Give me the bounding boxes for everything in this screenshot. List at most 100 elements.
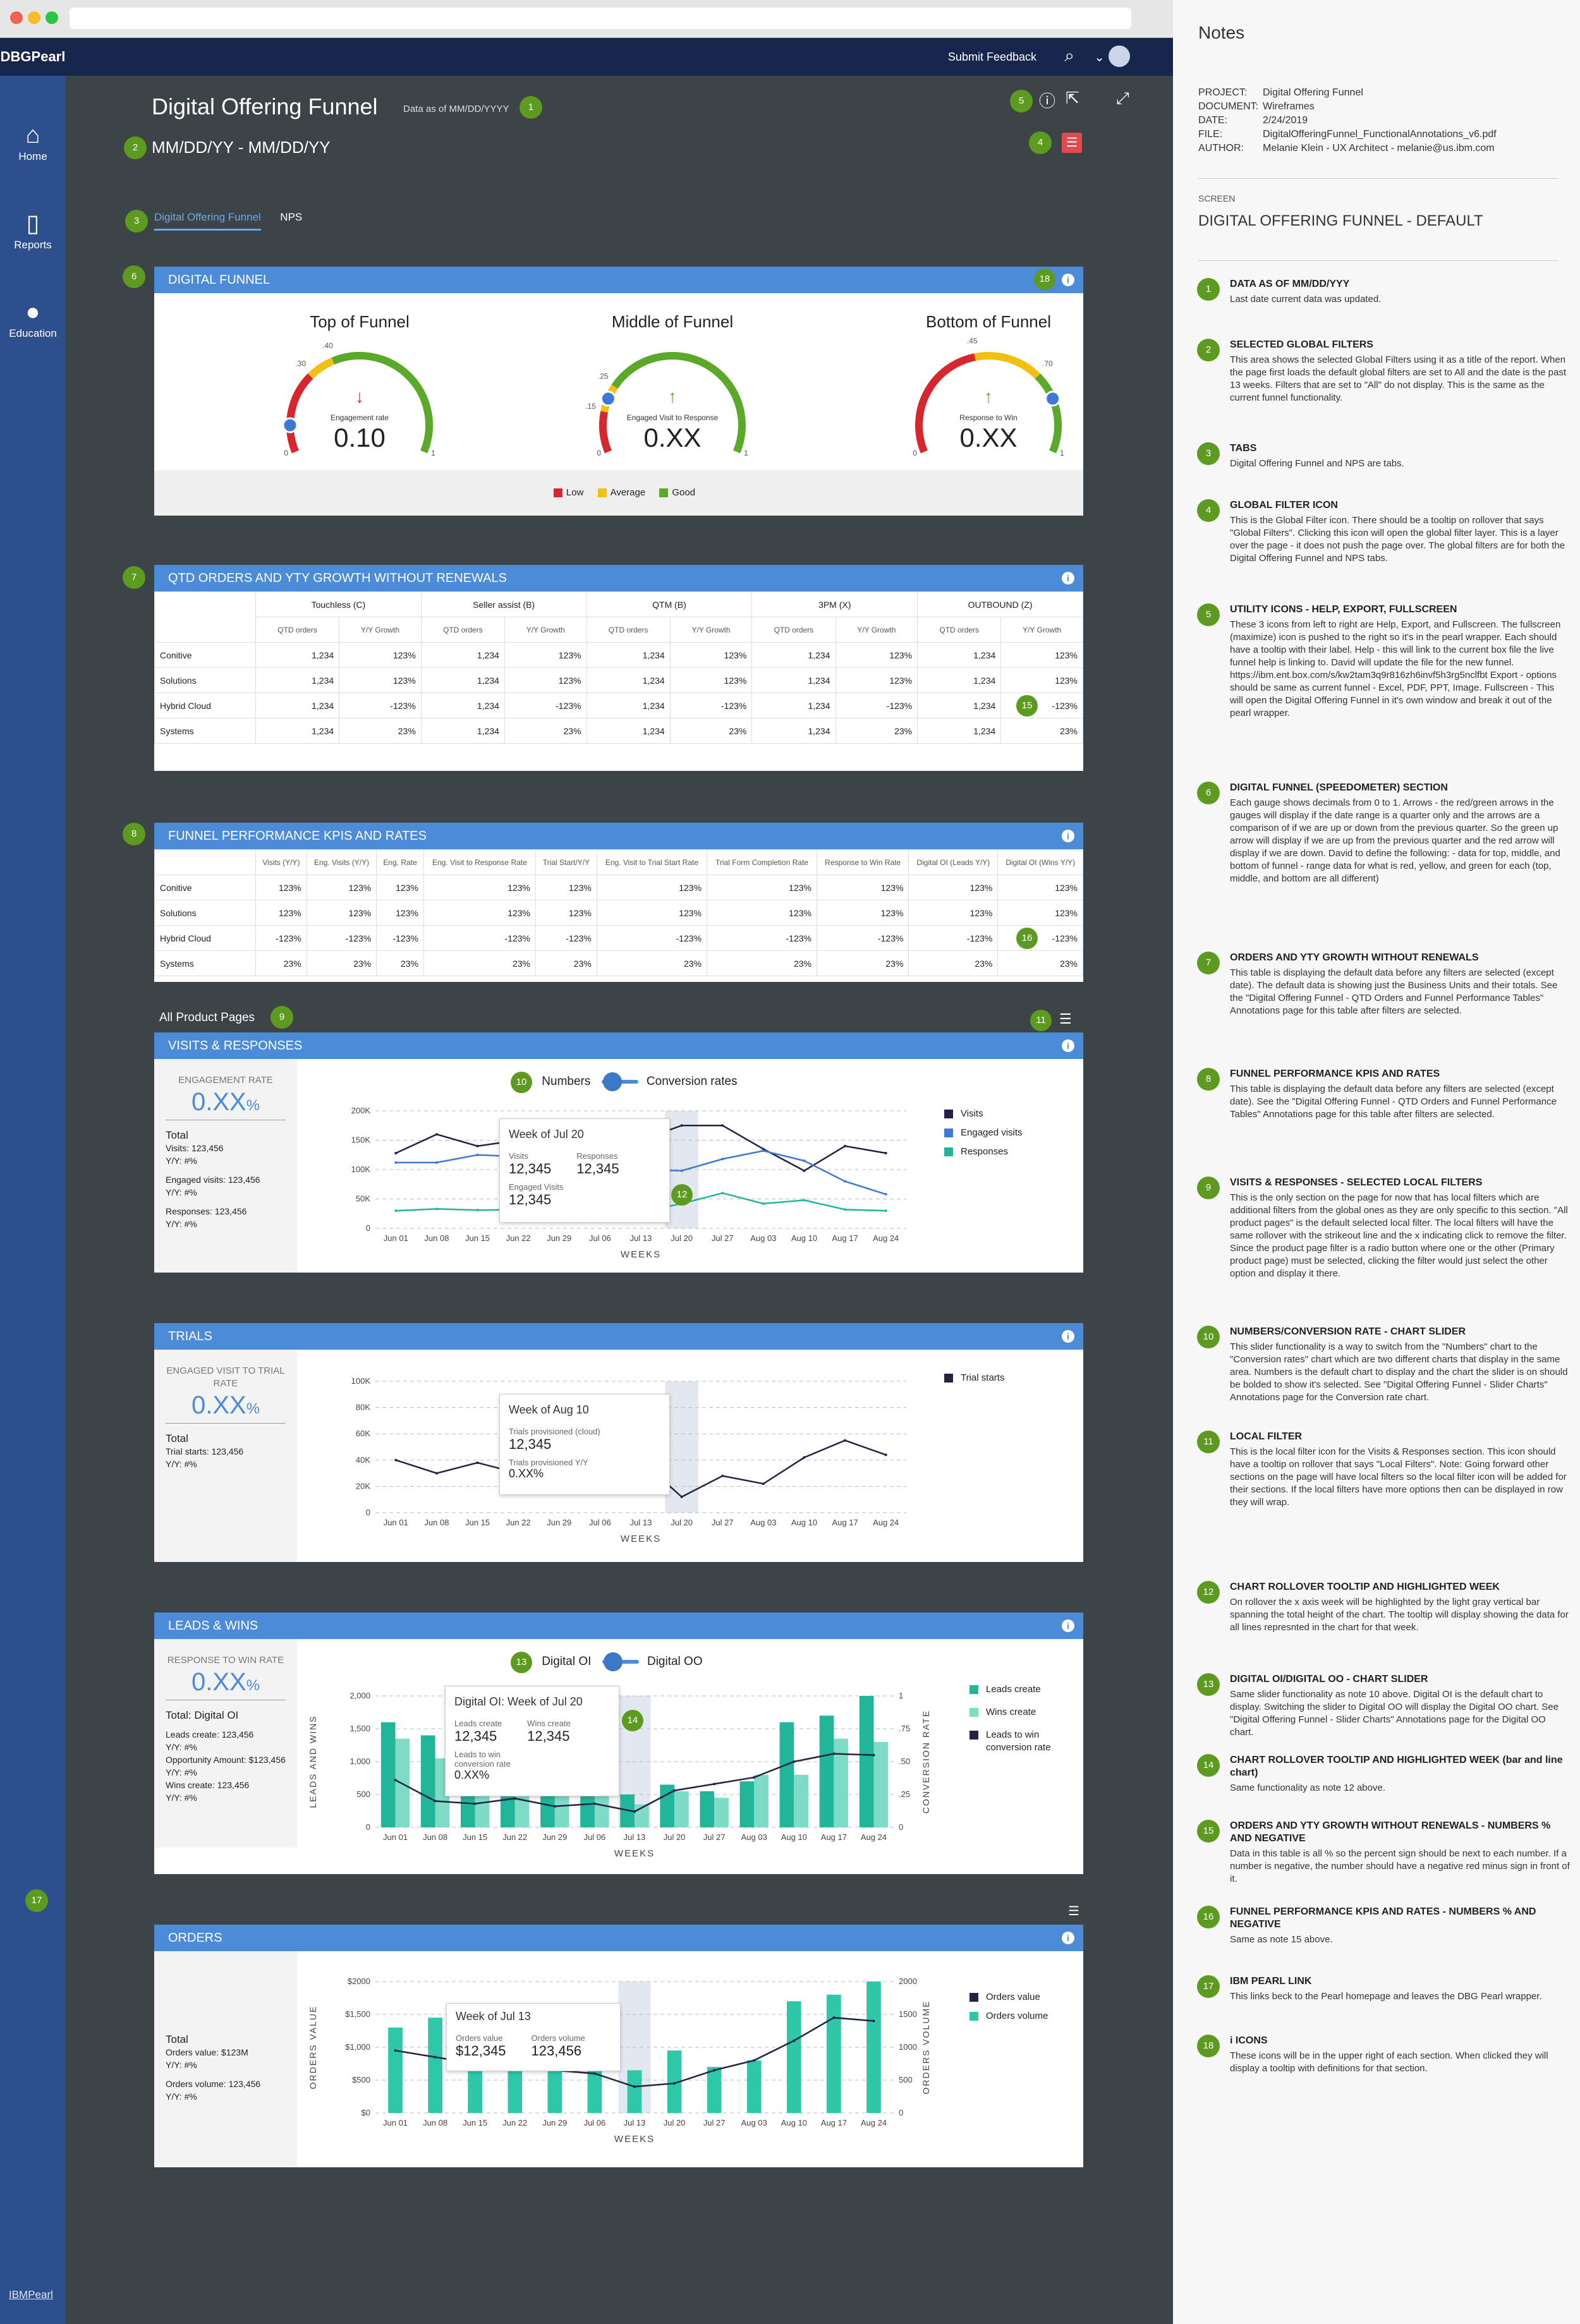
avatar[interactable] [1109,45,1130,67]
export-icon[interactable]: ⇱ [1066,88,1079,107]
leads-wins-bar-chart[interactable]: 0 500 1,000 1,500 2,000 0 .25 .50 .75 1 Jun 01 Jun … [306,1683,938,1873]
minimize-window-icon[interactable] [28,11,40,24]
table-cell: 23% [535,950,597,976]
local-filter-icon[interactable]: ☰ [1068,1904,1079,1918]
search-icon[interactable]: ⌕ [1064,45,1074,65]
x-tick-label: Jun 08 [424,1233,449,1243]
table-cell: 123% [423,875,537,900]
column-header: Response to Win Rate [816,849,909,875]
info-icon[interactable]: i [1062,1039,1074,1052]
table-cell: 1,234 [917,642,1002,668]
x-tick-label: Jun 01 [383,1832,408,1842]
gauge-min-label: 0 [284,449,288,457]
data-point [753,1776,756,1779]
annotation-badge: 7 [123,566,145,589]
ibm-pearl-link[interactable]: IBMPearl [9,2289,53,2301]
bar [627,2070,642,2113]
tooltip-key: Trials provisioned (cloud) [509,1427,600,1436]
data-point [394,1151,398,1154]
y-tick-label: 200K [351,1106,371,1115]
fullscreen-icon[interactable]: ⤢ [1116,88,1129,107]
x-tick-label: Aug 10 [791,1233,817,1243]
table-cell: 123% [835,667,918,693]
x-tick-label: Jun 29 [542,1832,567,1842]
bar [834,1738,849,1827]
table-cell: 1,234 [255,693,340,718]
maximize-window-icon[interactable] [46,11,58,24]
close-window-icon[interactable] [10,11,23,24]
chevron-down-icon[interactable]: ⌄ [1094,51,1105,64]
gauge-value: 0.XX [643,423,701,452]
submit-feedback-link[interactable]: Submit Feedback [947,51,1036,63]
nav-item-education[interactable]: ● Education [0,297,66,340]
table-cell: 1,234 [586,667,671,693]
table-cell: 1,234 [586,693,671,718]
info-icon[interactable]: i [1062,274,1074,286]
card-line: Trial starts: 123,456 [166,1446,244,1456]
x-tick-label: Jun 01 [384,1233,408,1243]
data-point [513,1797,516,1800]
info-icon[interactable]: i [1062,1330,1074,1343]
x-tick-label: Jun 08 [424,1518,449,1527]
column-subheader: QTD orders [586,617,671,643]
card-line: Y/Y: #% [166,1187,197,1197]
digital-oi-oo-toggle[interactable]: 13 Digital OI Digital OO [511,1652,703,1673]
column-header: Eng. Visit to Trial Start Rate [596,849,708,875]
tab-nps[interactable]: NPS [280,211,303,223]
x-tick-label: Jul 06 [584,1832,606,1842]
orders-bar-chart[interactable]: $0 $500 $1,000 $1,500 $2000 0 500 1000 1500 2000 J… [306,1969,938,2158]
local-filter-icon[interactable]: ☰ [1059,1011,1072,1027]
note-item: 5 UTILITY ICONS - HELP, EXPORT, FULLSCREE… [1197,603,1570,720]
global-filter-icon[interactable]: ☰ [1062,133,1082,153]
table-cell: 1,234 [751,693,836,718]
info-icon[interactable]: i [1062,1932,1074,1944]
info-icon[interactable]: i [1062,1619,1074,1632]
numbers-conversion-toggle[interactable]: 10 Numbers Conversion rates [511,1072,738,1093]
data-point [434,2055,437,2059]
brand-logo[interactable]: DBGPearl [0,38,66,76]
card-line: Leads create: 123,456 [166,1729,254,1740]
legend-item: Orders value [969,1988,1048,2007]
data-point [884,1453,887,1456]
gauge-threshold-label: .25 [598,372,609,381]
x-tick-label: Jul 27 [703,1832,726,1842]
note-number: 13 [1197,1673,1220,1696]
tooltip-title: Digital OI: Week of Jul 20 [454,1695,583,1708]
nav-item-home[interactable]: ⌂ Home [0,120,66,163]
bar [819,1716,834,1827]
toggle-knob[interactable] [600,1652,639,1671]
trials-line-chart[interactable]: 0 20K 40K 60K 80K 100K Jun 01 Jun 08 Jun 15 Jun 2… [325,1369,919,1552]
annotation-badge: 10 [511,1072,532,1093]
data-point [713,1782,716,1786]
annotation-badge: 9 [270,1006,293,1029]
local-filter-chip[interactable]: All Product Pages [159,1011,255,1024]
trials-panel: TRIALS i ENGAGED VISIT TO TRIAL RATE 0.X… [154,1323,1083,1562]
info-icon[interactable]: i [1062,830,1074,842]
nav-label: Reports [14,239,52,251]
section-header: LEADS & WINS i [154,1613,1083,1639]
address-bar[interactable] [70,8,1131,29]
card-line: Y/Y: #% [166,2091,197,2102]
nav-item-reports[interactable]: ▯ Reports [0,209,66,251]
gauge-min-label: 0 [597,449,601,457]
x-tick-label: Jun 01 [383,2118,408,2127]
annotation-badge: 15 [1016,695,1038,717]
gauge-title: Bottom of Funnel [926,312,1051,331]
column-subheader: Y/Y Growth [339,617,422,643]
card-line: Y/Y: #% [166,2060,197,2070]
gauge-arc-good [611,352,746,454]
info-icon[interactable]: i [1062,572,1074,584]
metric-card: ENGAGED VISIT TO TRIAL RATE 0.XX% Total … [154,1350,297,1562]
card-line: Y/Y: #% [166,1742,197,1752]
toggle-knob[interactable] [599,1072,638,1091]
chart-tooltip: Week of Aug 10 Trials provisioned (cloud… [499,1394,670,1495]
gauge-threshold-label: .45 [967,337,978,346]
annotation-badge: 13 [511,1652,532,1673]
x-tick-label: Jun 15 [463,1832,487,1842]
help-icon[interactable]: ⓘ [1039,92,1056,111]
note-title: UTILITY ICONS - HELP, EXPORT, FULLSCREEN [1230,604,1457,615]
tab-digital-offering-funnel[interactable]: Digital Offering Funnel [154,211,261,231]
note-title: SELECTED GLOBAL FILTERS [1230,339,1373,350]
x-tick-label: Jul 06 [589,1233,611,1243]
chart-legend: Leads create Wins create Leads to win co… [969,1683,1077,1754]
